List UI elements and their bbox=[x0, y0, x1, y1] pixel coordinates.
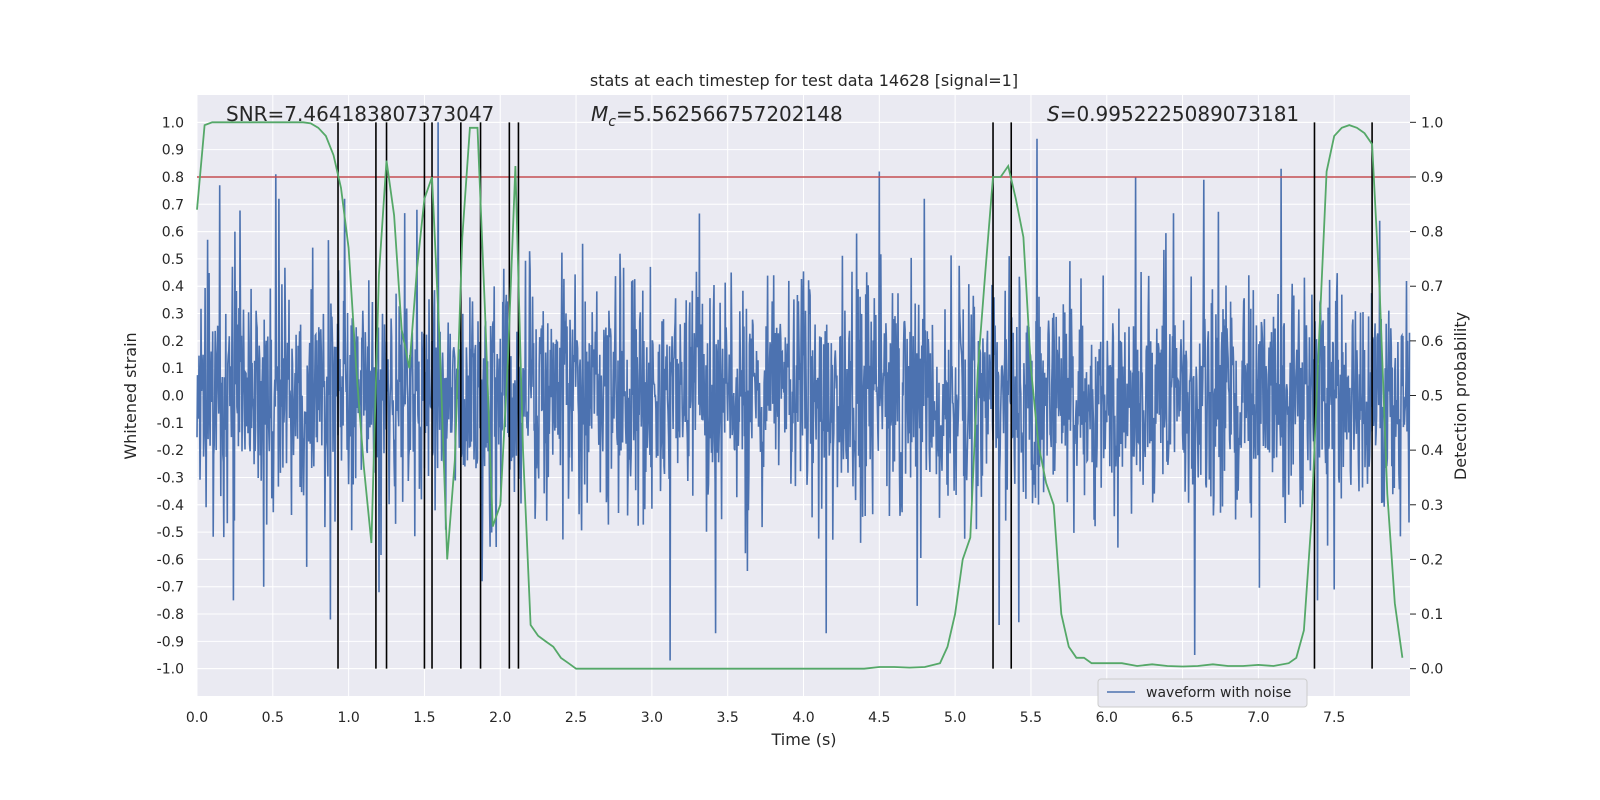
y-tick-label: -0.5 bbox=[157, 525, 184, 541]
waveform-series bbox=[196, 122, 1411, 661]
x-tick-label: 5.0 bbox=[944, 710, 966, 726]
x-tick-label: 6.5 bbox=[1171, 710, 1193, 726]
y-right-tick-label: 0.1 bbox=[1421, 607, 1443, 623]
x-tick-label: 0.0 bbox=[186, 710, 208, 726]
legend-label: waveform with noise bbox=[1146, 685, 1291, 701]
y-tick-label: 1.0 bbox=[162, 115, 184, 131]
y-tick-label: -0.4 bbox=[157, 498, 184, 514]
y-tick-label: -1.0 bbox=[157, 662, 184, 678]
y-tick-label: 0.9 bbox=[162, 143, 184, 159]
y-right-tick-label: 0.7 bbox=[1421, 279, 1443, 295]
y-tick-label: -0.8 bbox=[157, 607, 184, 623]
y-right-tick-label: 1.0 bbox=[1421, 115, 1443, 131]
s-annotation: S=0.9952225089073181 bbox=[1047, 102, 1299, 126]
x-tick-label: 2.5 bbox=[565, 710, 587, 726]
y-right-tick-label: 0.6 bbox=[1421, 334, 1443, 350]
y-tick-label: -0.3 bbox=[157, 470, 184, 486]
y-tick-label: 0.0 bbox=[162, 389, 184, 405]
y-axis-ticks: 1.0 0.9 0.8 0.7 0.6 0.5 0.4 0.3 0.2 0.1 0.0 -0.1 -0.… bbox=[157, 115, 184, 677]
s-symbol: S bbox=[1047, 102, 1060, 126]
s-value: =0.9952225089073181 bbox=[1060, 102, 1299, 126]
y-axis-label: Whitened strain bbox=[121, 332, 140, 459]
probability-line bbox=[196, 121, 1404, 670]
x-tick-label: 4.5 bbox=[868, 710, 890, 726]
y-tick-label: -0.7 bbox=[157, 580, 184, 596]
y-tick-label: -0.6 bbox=[157, 552, 184, 568]
y-tick-label: -0.9 bbox=[157, 634, 184, 650]
x-tick-label: 7.5 bbox=[1323, 710, 1345, 726]
y-tick-label: 0.3 bbox=[162, 307, 184, 323]
y-right-tick-label: 0.3 bbox=[1421, 498, 1443, 514]
x-tick-label: 6.0 bbox=[1096, 710, 1118, 726]
x-tick-label: 1.0 bbox=[337, 710, 359, 726]
x-tick-label: 7.0 bbox=[1247, 710, 1269, 726]
y-tick-label: 0.7 bbox=[162, 197, 184, 213]
y-tick-label: -0.2 bbox=[157, 443, 184, 459]
x-tick-label: 3.5 bbox=[717, 710, 739, 726]
x-tick-label: 5.5 bbox=[1020, 710, 1042, 726]
x-tick-label: 0.5 bbox=[262, 710, 284, 726]
mc-symbol: M bbox=[591, 102, 608, 126]
mc-subscript: c bbox=[608, 114, 616, 130]
vertical-markers bbox=[337, 122, 1373, 669]
y-right-tick-label: 0.4 bbox=[1421, 443, 1443, 459]
x-tick-label: 4.0 bbox=[792, 710, 814, 726]
x-tick-label: 1.5 bbox=[413, 710, 435, 726]
y-tick-label: 0.5 bbox=[162, 252, 184, 268]
y-right-tick-label: 0.8 bbox=[1421, 225, 1443, 241]
y-right-axis-ticks: 1.0 0.9 0.8 0.7 0.6 0.5 0.4 0.3 0.2 0.1 0.0 bbox=[1410, 115, 1443, 678]
y-right-tick-label: 0.2 bbox=[1421, 552, 1443, 568]
chart-title: stats at each timestep for test data 146… bbox=[590, 71, 1018, 90]
y-right-tick-label: 0.9 bbox=[1421, 170, 1443, 186]
y-right-axis-label: Detection probability bbox=[1451, 312, 1470, 480]
x-tick-label: 2.0 bbox=[489, 710, 511, 726]
waveform-line bbox=[196, 122, 1411, 661]
mc-value: =5.562566757202148 bbox=[616, 102, 843, 126]
y-tick-label: 0.2 bbox=[162, 334, 184, 350]
x-tick-label: 3.0 bbox=[641, 710, 663, 726]
x-axis-ticks: 0.0 0.5 1.0 1.5 2.0 2.5 3.0 3.5 4.0 4.5 5.0 5.5 6.0 6… bbox=[186, 710, 1345, 726]
legend-box bbox=[1097, 678, 1308, 708]
y-tick-label: -0.1 bbox=[157, 416, 184, 432]
y-right-tick-label: 0.5 bbox=[1421, 389, 1443, 405]
x-axis-label: Time (s) bbox=[770, 730, 836, 749]
legend: waveform with noise bbox=[1097, 678, 1308, 708]
y-right-tick-label: 0.0 bbox=[1421, 662, 1443, 678]
y-tick-label: 0.1 bbox=[162, 361, 184, 377]
snr-annotation: SNR=7.464183807373047 bbox=[226, 102, 494, 126]
y-tick-label: 0.6 bbox=[162, 225, 184, 241]
y-tick-label: 0.4 bbox=[162, 279, 184, 295]
y-tick-label: 0.8 bbox=[162, 170, 184, 186]
mc-annotation: Mc=5.562566757202148 bbox=[591, 102, 843, 130]
